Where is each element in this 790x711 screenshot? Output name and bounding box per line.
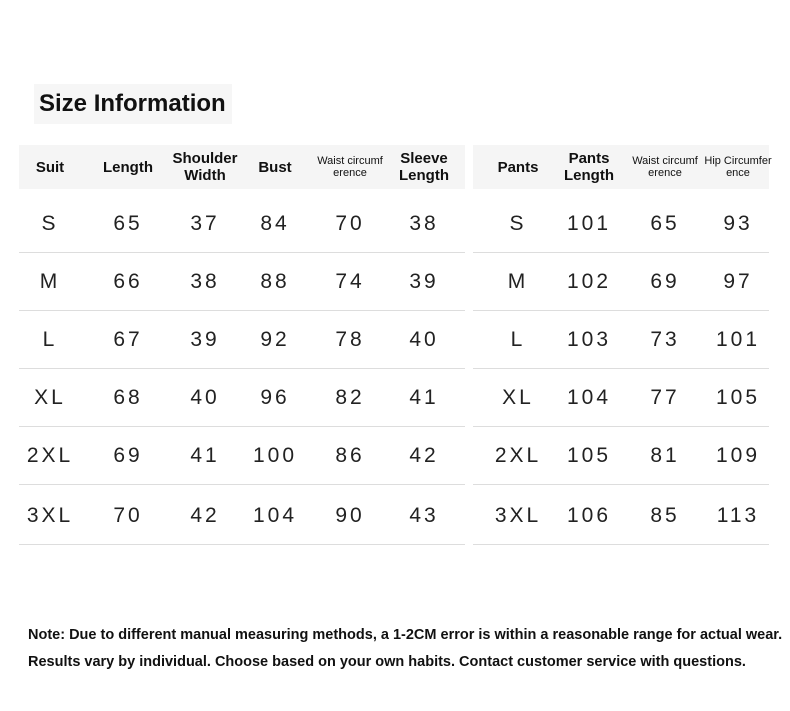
row-divider xyxy=(19,252,465,253)
row-divider xyxy=(473,484,769,485)
table-cell: S xyxy=(41,211,59,235)
row-divider xyxy=(473,368,769,369)
table-cell: 105 xyxy=(715,385,761,409)
table-cell: 70 xyxy=(113,503,143,527)
row-divider xyxy=(473,252,769,253)
row-divider xyxy=(19,544,465,545)
row-divider xyxy=(19,484,465,485)
table-cell: 65 xyxy=(113,211,143,235)
table-cell: 105 xyxy=(566,443,612,467)
header-cell: Waist circumference xyxy=(632,155,698,179)
table-cell: 65 xyxy=(650,211,680,235)
header-cell: Bust xyxy=(258,158,292,176)
table-cell: 40 xyxy=(190,385,220,409)
table-cell: 90 xyxy=(335,503,365,527)
header-cell: Pants Length xyxy=(564,150,614,184)
header-cell: Suit xyxy=(35,158,65,176)
table-cell: L xyxy=(42,327,58,351)
header-cell: Sleeve Length xyxy=(399,150,449,184)
row-divider xyxy=(473,310,769,311)
table-cell: L xyxy=(510,327,526,351)
row-divider xyxy=(19,310,465,311)
table-cell: M xyxy=(39,269,61,293)
table-cell: 41 xyxy=(190,443,220,467)
table-cell: 68 xyxy=(113,385,143,409)
note: Note: Due to different manual measuring … xyxy=(28,627,783,643)
header-cell: Hip Circumference xyxy=(704,155,772,179)
table-cell: 38 xyxy=(190,269,220,293)
table-cell: 43 xyxy=(409,503,439,527)
table-cell: 81 xyxy=(650,443,680,467)
table-cell: 78 xyxy=(335,327,365,351)
table-cell: 85 xyxy=(650,503,680,527)
table-cell: 69 xyxy=(113,443,143,467)
title: Size Information xyxy=(34,84,232,124)
header-cell: Pants xyxy=(497,158,539,176)
row-divider xyxy=(19,368,465,369)
table-cell: 37 xyxy=(190,211,220,235)
table-cell: 82 xyxy=(335,385,365,409)
table-cell: 66 xyxy=(113,269,143,293)
table-cell: 96 xyxy=(260,385,290,409)
table-cell: 103 xyxy=(566,327,612,351)
row-divider xyxy=(473,426,769,427)
table-cell: 104 xyxy=(566,385,612,409)
table-cell: 113 xyxy=(716,503,760,527)
table-cell: 74 xyxy=(335,269,365,293)
table-cell: 69 xyxy=(650,269,680,293)
table-cell: 101 xyxy=(715,327,761,351)
table-cell: 93 xyxy=(723,211,753,235)
table-cell: 41 xyxy=(409,385,439,409)
table-cell: XL xyxy=(502,385,534,409)
table-cell: 70 xyxy=(335,211,365,235)
table-cell: 100 xyxy=(252,443,298,467)
table-cell: 73 xyxy=(650,327,680,351)
table-cell: 2XL xyxy=(494,443,542,467)
table-cell: S xyxy=(509,211,527,235)
note: Results vary by individual. Choose based… xyxy=(28,654,746,670)
row-divider xyxy=(19,426,465,427)
table-cell: 106 xyxy=(566,503,612,527)
table-cell: 2XL xyxy=(26,443,74,467)
table-cell: 67 xyxy=(113,327,143,351)
table-cell: 109 xyxy=(715,443,761,467)
table-cell: 3XL xyxy=(494,503,542,527)
table-cell: 77 xyxy=(650,385,680,409)
table-cell: 86 xyxy=(335,443,365,467)
table-cell: XL xyxy=(34,385,66,409)
header-bg xyxy=(473,145,769,189)
table-cell: 42 xyxy=(409,443,439,467)
table-cell: 97 xyxy=(723,269,753,293)
table-cell: 104 xyxy=(252,503,298,527)
table-cell: 39 xyxy=(190,327,220,351)
header-cell: Length xyxy=(103,158,153,176)
table-cell: 92 xyxy=(260,327,290,351)
table-cell: 88 xyxy=(260,269,290,293)
header-cell: Shoulder Width xyxy=(172,150,238,184)
row-divider xyxy=(473,544,769,545)
table-cell: 40 xyxy=(409,327,439,351)
table-cell: 101 xyxy=(566,211,612,235)
table-cell: 3XL xyxy=(26,503,74,527)
table-cell: 39 xyxy=(409,269,439,293)
header-bg xyxy=(19,145,465,189)
header-cell: Waist circumference xyxy=(317,155,383,179)
table-cell: M xyxy=(507,269,529,293)
table-cell: 42 xyxy=(190,503,220,527)
table-cell: 102 xyxy=(566,269,612,293)
table-cell: 38 xyxy=(409,211,439,235)
table-cell: 84 xyxy=(260,211,290,235)
